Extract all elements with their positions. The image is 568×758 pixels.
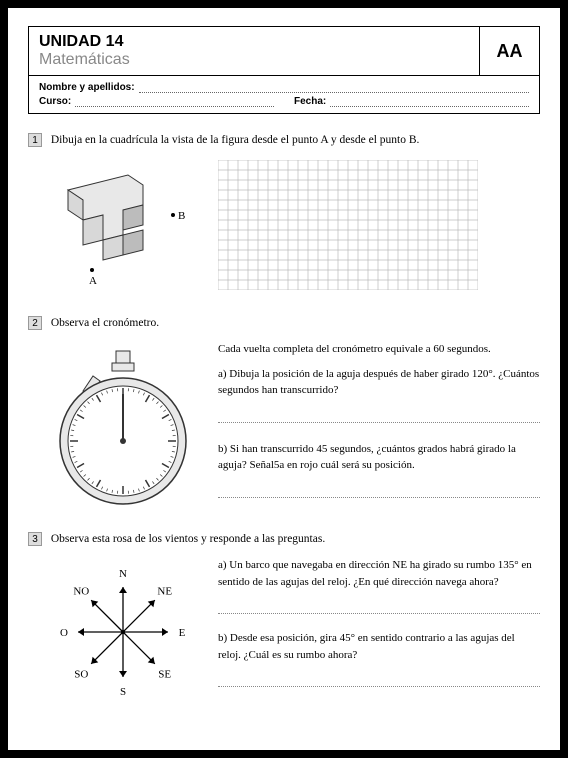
- q3-b-line[interactable]: [218, 673, 540, 687]
- question-1: 1 Dibuja en la cuadrícula la vista de la…: [28, 132, 540, 295]
- q2-a: a) Dibuja la posición de la aguja despué…: [218, 366, 540, 399]
- name-label: Nombre y apellidos:: [39, 82, 135, 93]
- answer-grid[interactable]: [218, 160, 540, 295]
- header-top: UNIDAD 14 Matemáticas AA: [29, 27, 539, 76]
- q1-text: Dibuja en la cuadrícula la vista de la f…: [51, 134, 420, 146]
- svg-text:S: S: [120, 686, 126, 698]
- stopwatch-icon: [48, 341, 198, 511]
- q2-intro: Cada vuelta completa del cronómetro equi…: [218, 341, 540, 358]
- question-3: 3 Observa esta rosa de los vientos y res…: [28, 531, 540, 707]
- name-line[interactable]: [139, 82, 529, 93]
- q3-content: N NE E SE S SO O NO a) Un barco que navegaba en…: [28, 557, 540, 707]
- q3-right: a) Un barco que navegaba en dirección NE…: [218, 557, 540, 707]
- compass-rose-icon: N NE E SE S SO O NO: [48, 557, 198, 707]
- question-2: 2 Observa el cronómetro. Cada vuelta com…: [28, 315, 540, 511]
- course-label: Curso:: [39, 96, 71, 107]
- svg-text:E: E: [179, 627, 186, 639]
- q3-a: a) Un barco que navegaba en dirección NE…: [218, 557, 540, 590]
- q2-b: b) Si han transcurrido 45 segundos, ¿cuá…: [218, 441, 540, 474]
- svg-text:NE: NE: [157, 586, 172, 598]
- q2-content: Cada vuelta completa del cronómetro equi…: [28, 341, 540, 511]
- q3-text: Observa esta rosa de los vientos y respo…: [51, 533, 325, 545]
- date-field: Fecha:: [294, 96, 529, 107]
- worksheet-page: UNIDAD 14 Matemáticas AA Nombre y apelli…: [8, 8, 560, 750]
- course-line[interactable]: [75, 96, 274, 107]
- svg-text:N: N: [119, 568, 127, 580]
- svg-text:SE: SE: [158, 669, 171, 681]
- q1-content: B A: [28, 160, 540, 295]
- header-title: UNIDAD 14 Matemáticas: [29, 27, 479, 75]
- unit-title: UNIDAD 14: [39, 33, 469, 51]
- grid-icon: [218, 160, 478, 290]
- subject: Matemáticas: [39, 51, 469, 69]
- q3-a-line[interactable]: [218, 600, 540, 614]
- point-a-label: A: [89, 275, 97, 287]
- figure-3d: B A: [48, 160, 188, 290]
- q2-right: Cada vuelta completa del cronómetro equi…: [218, 341, 540, 511]
- q2-b-line[interactable]: [218, 484, 540, 498]
- stopwatch-figure: [48, 341, 198, 511]
- header-box: UNIDAD 14 Matemáticas AA Nombre y apelli…: [28, 26, 540, 114]
- q2-number: 2: [28, 316, 42, 330]
- q2-text: Observa el cronómetro.: [51, 317, 159, 329]
- compass-figure: N NE E SE S SO O NO: [48, 557, 198, 707]
- t-shape-icon: B A: [48, 160, 188, 290]
- q3-b: b) Desde esa posición, gira 45° en senti…: [218, 630, 540, 663]
- svg-text:SO: SO: [74, 669, 88, 681]
- q1-number: 1: [28, 133, 42, 147]
- name-field: Nombre y apellidos:: [39, 82, 529, 93]
- q3-number: 3: [28, 532, 42, 546]
- header-fields: Nombre y apellidos: Curso: Fecha:: [29, 76, 539, 113]
- q2-a-line[interactable]: [218, 409, 540, 423]
- date-line[interactable]: [330, 96, 529, 107]
- svg-text:NO: NO: [73, 586, 89, 598]
- course-field: Curso:: [39, 96, 274, 107]
- header-code: AA: [479, 27, 539, 75]
- date-label: Fecha:: [294, 96, 326, 107]
- point-b-label: B: [178, 210, 185, 222]
- course-date-row: Curso: Fecha:: [39, 96, 529, 107]
- svg-text:O: O: [60, 627, 68, 639]
